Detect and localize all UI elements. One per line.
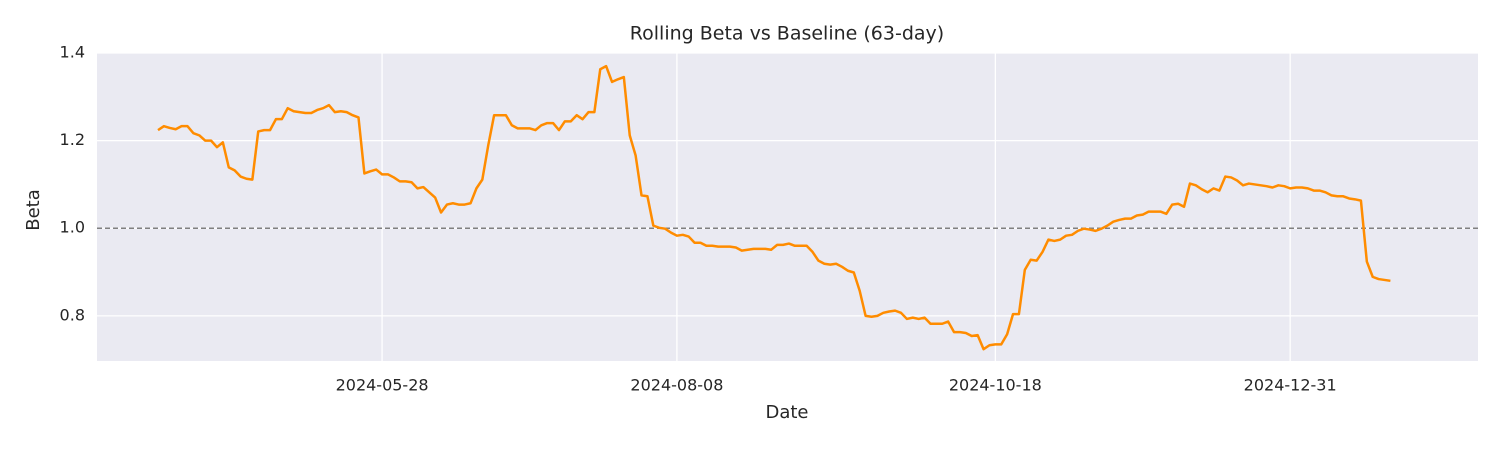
marks [97, 64, 1478, 351]
x-tick-label: 2024-10-18 [949, 376, 1042, 395]
x-axis-label: Date [765, 402, 808, 423]
y-tick-label: 1.0 [60, 218, 85, 237]
grid [97, 52, 1478, 361]
y-tick-label: 1.2 [60, 130, 85, 149]
x-tick-label: 2024-08-08 [630, 376, 723, 395]
y-tick-label: 0.8 [60, 305, 85, 324]
y-axis-label: Beta [23, 189, 44, 231]
x-tick-label: 2024-12-31 [1244, 376, 1337, 395]
x-tick-label: 2024-05-28 [336, 376, 429, 395]
plot-area [97, 53, 1478, 361]
series-line [157, 64, 1391, 351]
y-tick-label: 1.4 [60, 43, 85, 62]
chart-title: Rolling Beta vs Baseline (63-day) [630, 23, 944, 45]
